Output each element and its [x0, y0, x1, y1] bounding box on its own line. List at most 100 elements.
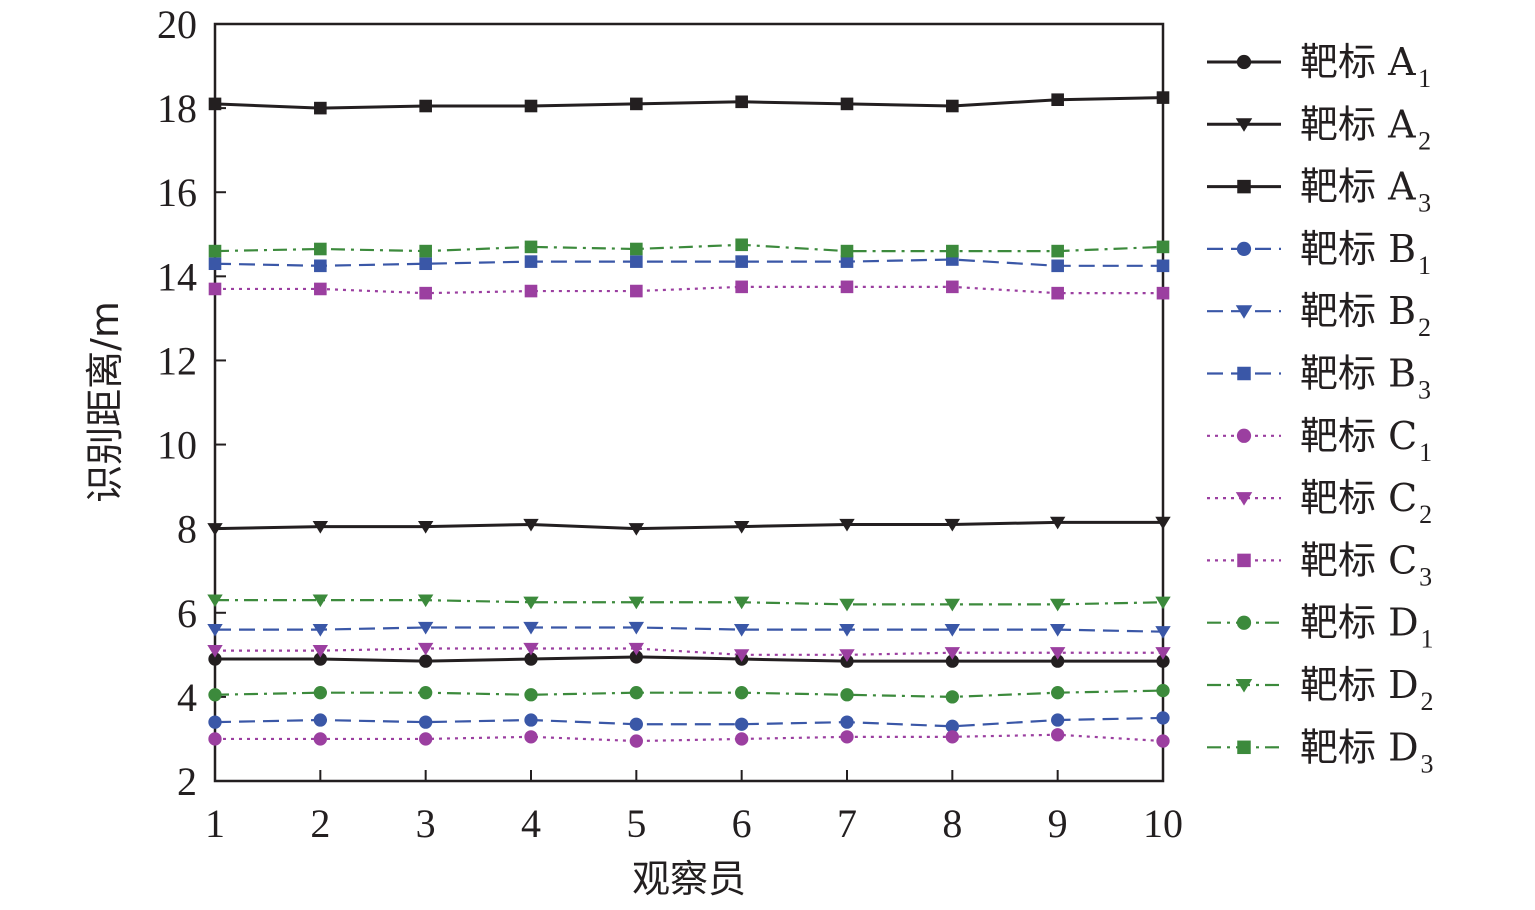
data-point: [419, 244, 432, 258]
data-point: [945, 654, 959, 668]
legend-label-subscript: 1: [1421, 625, 1434, 654]
data-point: [628, 523, 645, 536]
data-point: [839, 518, 855, 532]
x-tick-label: 9: [1048, 801, 1068, 846]
data-point: [207, 523, 223, 536]
legend-label-subscript: 3: [1419, 562, 1432, 591]
series-line: [215, 733, 1164, 743]
legend-label-subscript: 2: [1421, 687, 1434, 716]
y-tick-label: 14: [157, 254, 197, 299]
data-point: [1156, 91, 1170, 104]
data-point: [944, 598, 961, 612]
y-tick-label: 10: [157, 423, 197, 468]
data-point: [419, 654, 433, 668]
data-point: [630, 255, 643, 268]
data-point: [524, 730, 538, 744]
data-point: [417, 520, 434, 534]
data-point: [946, 280, 959, 294]
data-point: [1156, 654, 1170, 668]
data-point: [630, 284, 643, 298]
data-point: [1156, 259, 1170, 273]
data-point: [524, 688, 538, 702]
data-point: [208, 688, 222, 702]
data-point: [313, 652, 327, 666]
y-tick-label: 6: [177, 591, 197, 636]
y-tick-label: 20: [157, 2, 197, 47]
x-tick-label: 3: [416, 801, 436, 846]
data-point: [208, 244, 222, 258]
series-line: [215, 599, 1164, 606]
data-point: [1051, 713, 1065, 727]
data-point: [735, 280, 748, 294]
data-point: [1049, 624, 1066, 637]
data-point: [417, 642, 434, 656]
data-point: [945, 719, 959, 733]
data-point: [840, 730, 854, 744]
legend-marker-swatch: [1236, 54, 1252, 70]
plot-area-frame: [213, 22, 1165, 783]
data-point: [629, 650, 643, 664]
series-lines: [214, 96, 1164, 743]
legend-marker-swatch: [1235, 492, 1253, 506]
legend-label-subscript: 3: [1418, 189, 1431, 218]
legend-label-subscript: 3: [1421, 749, 1434, 778]
data-point: [944, 518, 961, 532]
x-tick-label: 1: [205, 801, 225, 846]
data-point: [207, 594, 223, 608]
data-point: [840, 97, 854, 111]
legend-label-subscript: 3: [1418, 376, 1431, 405]
data-point: [314, 242, 327, 256]
x-tick-label: 10: [1143, 801, 1183, 846]
legend-label: 靶标 D: [1300, 663, 1419, 707]
series-line: [214, 258, 1163, 267]
data-point: [840, 715, 854, 729]
series-line: [215, 626, 1164, 633]
legend-label-subscript: 2: [1418, 126, 1431, 155]
data-point: [314, 282, 327, 296]
data-point: [629, 686, 643, 700]
x-tick-label: 8: [942, 801, 962, 846]
legend-label-subscript: 1: [1419, 438, 1432, 467]
legend-label: 靶标 C: [1300, 414, 1417, 458]
data-point: [419, 286, 432, 300]
data-point: [419, 715, 433, 729]
data-point: [1049, 598, 1066, 612]
legend-label: 靶标 B: [1300, 227, 1416, 271]
legend-marker-swatch: [1237, 366, 1251, 381]
x-tick-label: 7: [837, 801, 857, 846]
data-point: [313, 713, 327, 727]
data-point: [628, 596, 645, 610]
data-point: [208, 715, 222, 729]
data-point: [630, 242, 643, 256]
legend-label: 靶标 C: [1300, 476, 1417, 520]
data-point: [208, 652, 222, 666]
data-point: [840, 255, 854, 268]
data-point: [839, 624, 855, 637]
x-tick-label: 4: [521, 801, 541, 846]
data-point: [419, 686, 433, 700]
data-point: [207, 624, 223, 637]
legend-label: 靶标 B: [1300, 289, 1416, 333]
data-point: [1156, 711, 1170, 725]
y-tick-label: 2: [177, 759, 197, 804]
data-point: [417, 621, 434, 635]
data-point: [945, 690, 959, 704]
data-point: [1156, 734, 1170, 748]
data-point: [1156, 240, 1170, 254]
data-point: [733, 596, 750, 610]
data-point: [735, 686, 749, 700]
data-point: [208, 97, 222, 111]
data-point: [735, 255, 748, 268]
data-point: [735, 717, 749, 731]
data-point: [524, 652, 538, 666]
data-point: [314, 259, 327, 273]
y-tick-label: 16: [157, 170, 197, 215]
legend-label-subscript: 1: [1418, 64, 1431, 93]
